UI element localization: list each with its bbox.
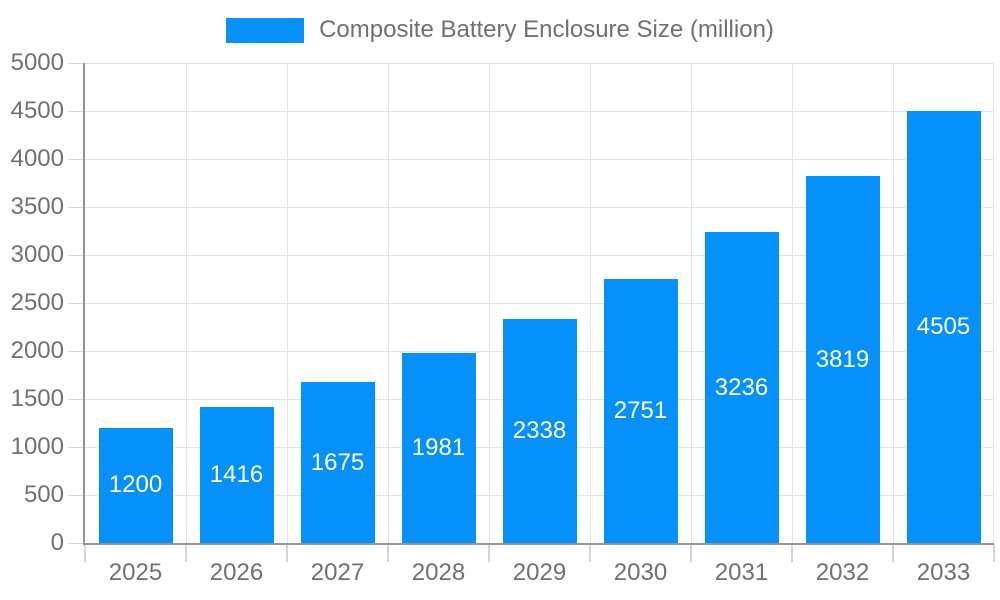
y-axis-label: 2500: [10, 289, 64, 316]
x-axis-label-2033: 2033: [916, 559, 971, 586]
bar-value-label: 4505: [916, 312, 971, 340]
y-axis-label: 1000: [10, 433, 64, 460]
bar-2027[interactable]: 1675: [300, 382, 375, 543]
bar-value-label: 2338: [512, 416, 567, 444]
x-axis-tick: [488, 545, 490, 562]
y-axis-tick: [68, 207, 83, 208]
bar-2026[interactable]: 1416: [199, 407, 274, 543]
x-axis-label-2031: 2031: [714, 559, 769, 586]
y-axis-label: 2000: [10, 337, 64, 364]
gridline-vertical: [388, 63, 389, 543]
gridline-vertical: [893, 63, 894, 543]
x-axis-label-2032: 2032: [815, 559, 870, 586]
y-axis-label: 4000: [10, 145, 64, 172]
y-axis-label: 1500: [10, 385, 64, 412]
gridline-vertical: [993, 63, 994, 543]
gridline-horizontal: [85, 111, 994, 112]
y-axis-tick: [68, 159, 83, 160]
bar-value-label: 1416: [209, 461, 264, 489]
y-axis-tick: [68, 447, 83, 448]
gridline-vertical: [590, 63, 591, 543]
bar-value-label: 3819: [815, 345, 870, 373]
bar-2032[interactable]: 3819: [805, 176, 880, 543]
y-axis-tick: [68, 63, 83, 64]
gridline-horizontal: [85, 255, 994, 256]
x-axis-label-2026: 2026: [209, 559, 264, 586]
y-axis-label: 500: [23, 481, 64, 508]
legend: Composite Battery Enclosure Size (millio…: [0, 15, 1000, 45]
y-axis-tick: [68, 351, 83, 352]
gridline-horizontal: [85, 207, 994, 208]
y-axis-label: 0: [50, 529, 64, 556]
bar-value-label: 1200: [108, 471, 163, 499]
bar-2033[interactable]: 4505: [906, 110, 981, 543]
plot-area: 5000 4500 4000 3500 3000 2500 2000 1500 1000 500 0…: [11, 49, 995, 586]
gridline-vertical: [489, 63, 490, 543]
gridline-horizontal: [85, 159, 994, 160]
x-axis-label-2030: 2030: [613, 559, 668, 586]
bar-2030[interactable]: 2751: [603, 278, 678, 543]
x-axis-tick: [690, 545, 692, 562]
y-axis-tick: [68, 255, 83, 256]
x-axis-tick: [185, 545, 187, 562]
x-axis-label-2025: 2025: [108, 559, 163, 586]
bar-2031[interactable]: 3236: [704, 232, 779, 543]
x-axis-label-2027: 2027: [310, 559, 365, 586]
x-axis-label-2029: 2029: [512, 559, 567, 586]
gridline-vertical: [691, 63, 692, 543]
x-axis-tick: [286, 545, 288, 562]
bar-value-label: 1981: [411, 433, 466, 461]
x-axis-tick: [892, 545, 894, 562]
bar-2029[interactable]: 2338: [502, 318, 577, 543]
x-axis-tick: [589, 545, 591, 562]
x-axis-label-2028: 2028: [411, 559, 466, 586]
y-axis-label: 3500: [10, 193, 64, 220]
y-axis-tick: [68, 495, 83, 496]
gridline-vertical: [287, 63, 288, 543]
x-axis-tick: [84, 545, 86, 562]
gridline-vertical: [792, 63, 793, 543]
y-axis-label: 5000: [10, 49, 64, 76]
bar-value-label: 2751: [613, 396, 668, 424]
bar-2025[interactable]: 1200: [98, 427, 173, 543]
y-axis-label: 4500: [10, 97, 64, 124]
gridline-horizontal: [85, 63, 994, 64]
y-axis-tick: [68, 111, 83, 112]
legend-label[interactable]: Composite Battery Enclosure Size (millio…: [319, 16, 774, 43]
y-axis-tick: [68, 303, 83, 304]
x-axis-tick: [387, 545, 389, 562]
y-axis-tick: [68, 399, 83, 400]
bar-value-label: 1675: [310, 448, 365, 476]
y-axis-tick: [68, 543, 83, 544]
legend-swatch[interactable]: [226, 17, 305, 43]
y-axis-label: 3000: [10, 241, 64, 268]
x-axis-tick: [993, 545, 995, 562]
x-axis-tick: [791, 545, 793, 562]
gridline-horizontal: [85, 303, 994, 304]
bar-2028[interactable]: 1981: [401, 352, 476, 543]
gridline-vertical: [186, 63, 187, 543]
bar-value-label: 3236: [714, 373, 769, 401]
